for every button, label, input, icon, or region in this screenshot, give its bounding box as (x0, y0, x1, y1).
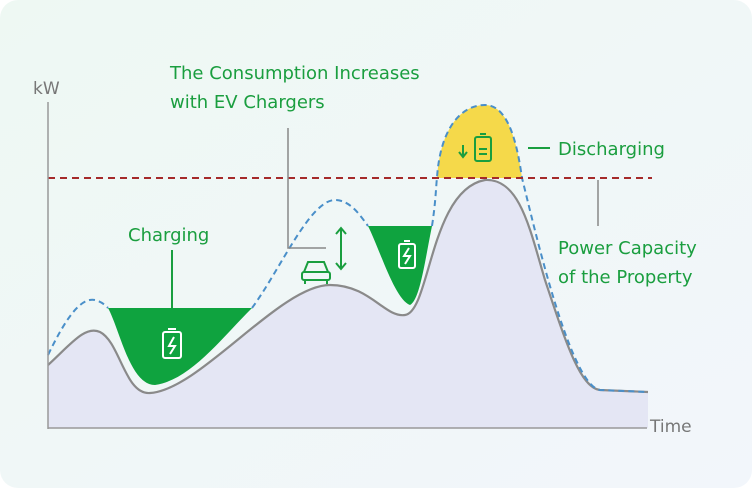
annotation: Charging (128, 225, 209, 246)
annotation: The Consumption Increases (169, 63, 420, 84)
annotation: Power Capacity (558, 238, 697, 259)
base-area (48, 179, 648, 428)
double-arrow (335, 226, 347, 271)
annotation: of the Property (558, 267, 693, 288)
callout-line (287, 128, 326, 249)
battery-icon (398, 240, 416, 269)
battery-icon (458, 133, 492, 162)
ev-curve (47, 103, 649, 393)
x-axis-label: Time (649, 417, 692, 437)
y-axis-label: kW (33, 79, 60, 99)
car-icon (301, 261, 331, 284)
annotation: Discharging (558, 139, 665, 160)
battery-icon (162, 328, 182, 359)
annotation: with EV Chargers (170, 92, 325, 113)
discharging-region (437, 105, 522, 178)
base-curve (47, 178, 649, 395)
